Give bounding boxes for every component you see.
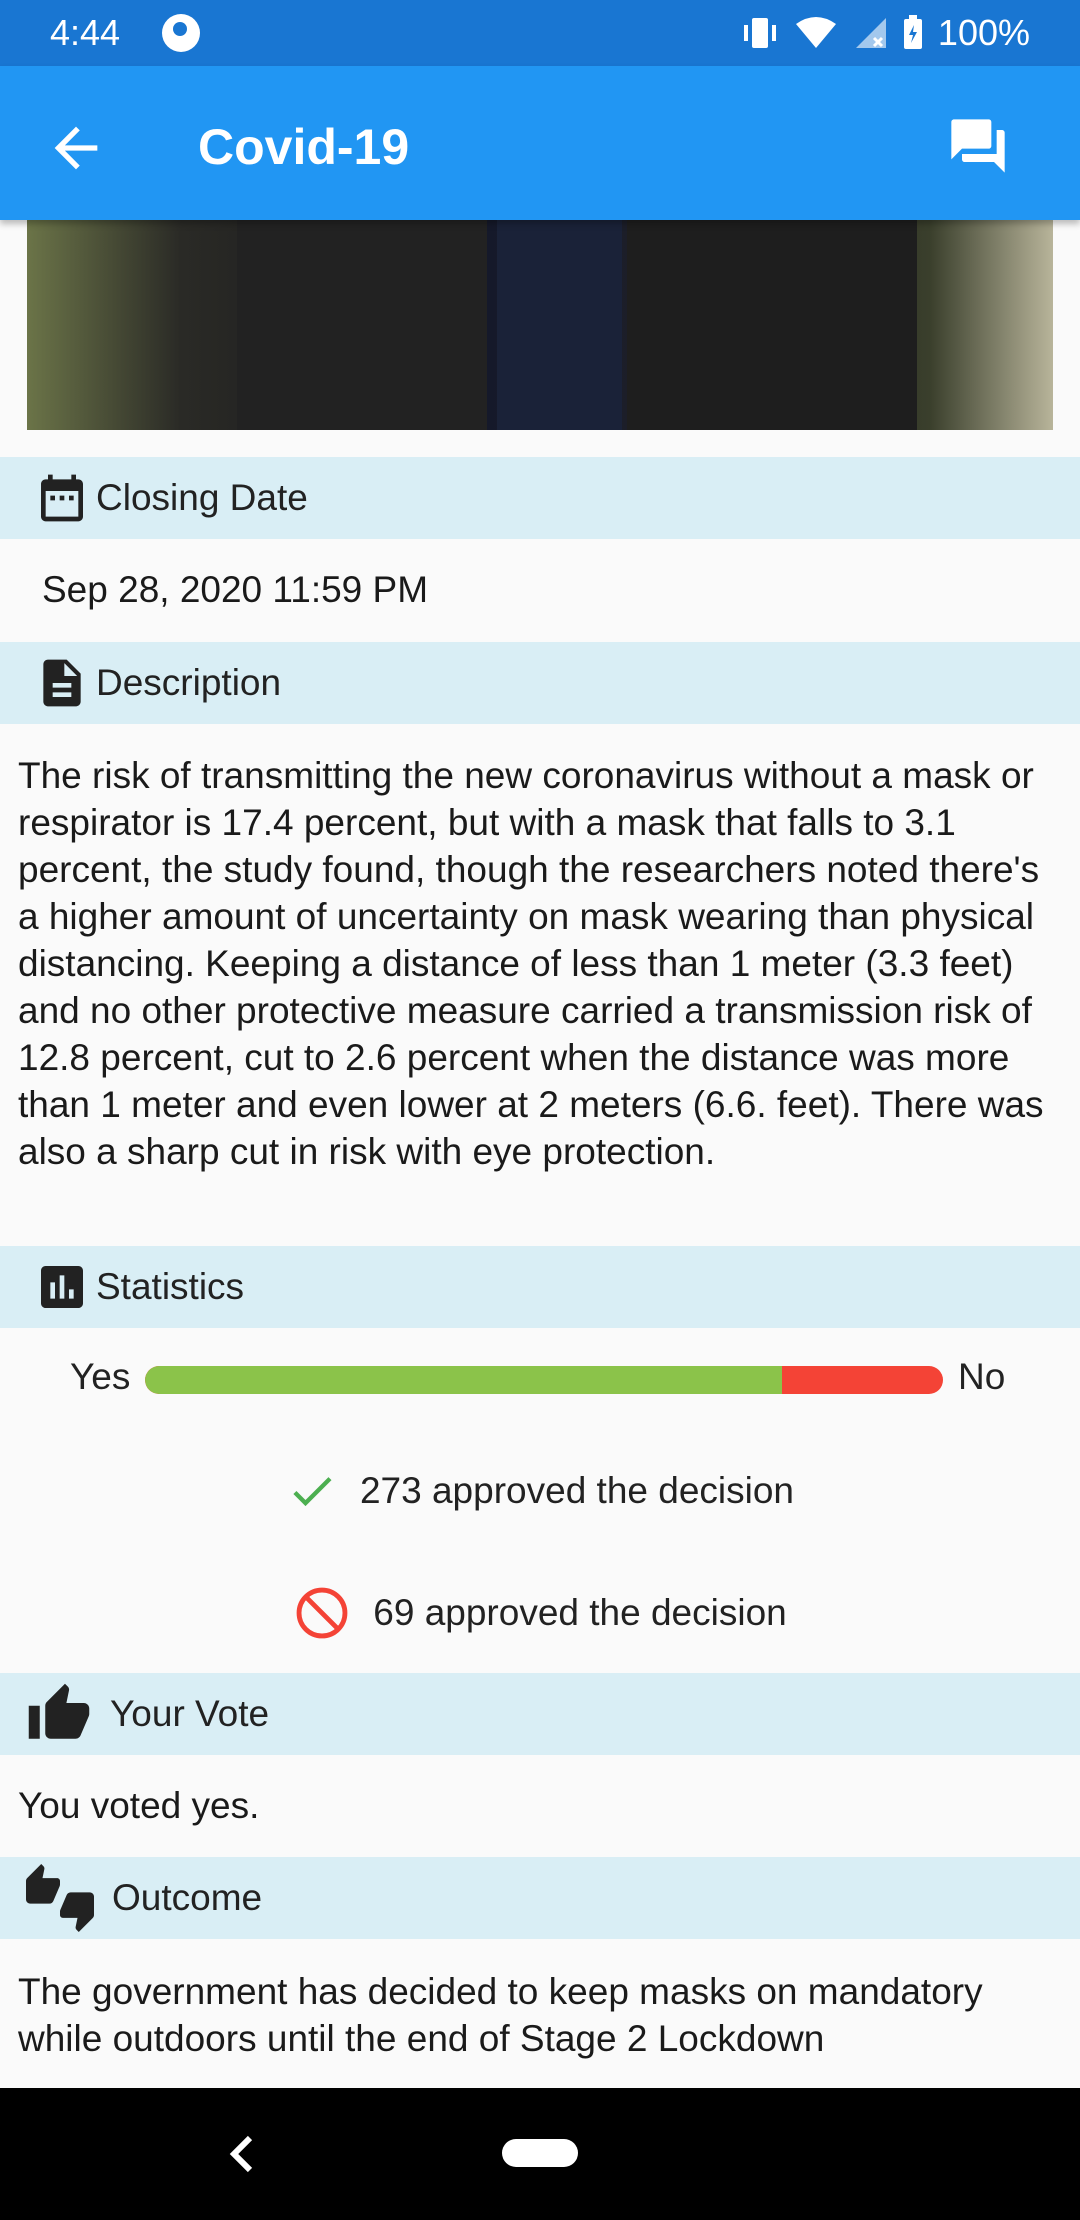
description-text: The risk of transmitting the new coronav… — [18, 755, 1044, 1172]
vote-progress-bar — [145, 1366, 943, 1394]
battery-icon — [903, 15, 922, 49]
chat-icon[interactable] — [946, 114, 1010, 178]
app-bar: Covid-19 — [0, 66, 1080, 220]
document-icon — [43, 659, 81, 707]
vibrate-icon — [743, 18, 776, 48]
cell-signal-icon — [855, 18, 886, 48]
approved-count-text: 273 approved the decision — [359, 1470, 795, 1511]
no-label: No — [958, 1356, 1006, 1397]
system-nav-bar — [0, 2088, 1080, 2220]
your-vote-title: Your Vote — [110, 1693, 270, 1734]
nav-back-icon[interactable] — [222, 2132, 262, 2176]
outcome-header: Outcome — [0, 1857, 1080, 1939]
app-notification-icon — [162, 14, 200, 52]
statistics-title: Statistics — [96, 1266, 245, 1307]
vote-progress-yes-fill — [145, 1366, 782, 1394]
bar-chart-icon — [41, 1266, 83, 1308]
closing-date-header: Closing Date — [0, 457, 1080, 539]
battery-percent: 100% — [937, 12, 1030, 53]
statistics-header: Statistics — [0, 1246, 1080, 1328]
outcome-text: The government has decided to keep masks… — [18, 1971, 983, 2059]
wifi-icon — [795, 17, 836, 48]
calendar-icon — [41, 474, 83, 522]
description-header: Description — [0, 642, 1080, 724]
nav-home-pill[interactable] — [502, 2139, 578, 2167]
vote-result-row: Yes No — [0, 1350, 1080, 1410]
your-vote-text: You voted yes. — [18, 1785, 260, 1826]
your-vote-header: Your Vote — [0, 1673, 1080, 1755]
description-title: Description — [96, 662, 282, 703]
hero-coat-left — [237, 220, 487, 430]
block-icon — [296, 1587, 348, 1639]
yes-label: Yes — [70, 1356, 131, 1397]
thumbs-up-down-icon — [26, 1864, 94, 1932]
approved-count-row: 273 approved the decision — [0, 1465, 1080, 1517]
hero-sweater — [497, 220, 622, 430]
status-bar: 4:44 100% — [0, 0, 1080, 66]
hero-coat-right — [627, 220, 917, 430]
hero-image — [27, 220, 1053, 430]
closing-date-value: Sep 28, 2020 11:59 PM — [42, 569, 429, 610]
thumbs-up-icon — [28, 1683, 90, 1739]
rejected-count-row: 69 approved the decision — [0, 1584, 1080, 1642]
back-arrow-icon[interactable] — [44, 116, 108, 180]
outcome-title: Outcome — [112, 1877, 263, 1918]
rejected-count-text: 69 approved the decision — [373, 1592, 787, 1633]
status-icons: 100% — [740, 10, 1030, 56]
status-time: 4:44 — [50, 12, 121, 53]
checkmark-icon — [293, 1477, 332, 1507]
closing-date-title: Closing Date — [96, 477, 308, 518]
page-title: Covid-19 — [198, 119, 410, 175]
